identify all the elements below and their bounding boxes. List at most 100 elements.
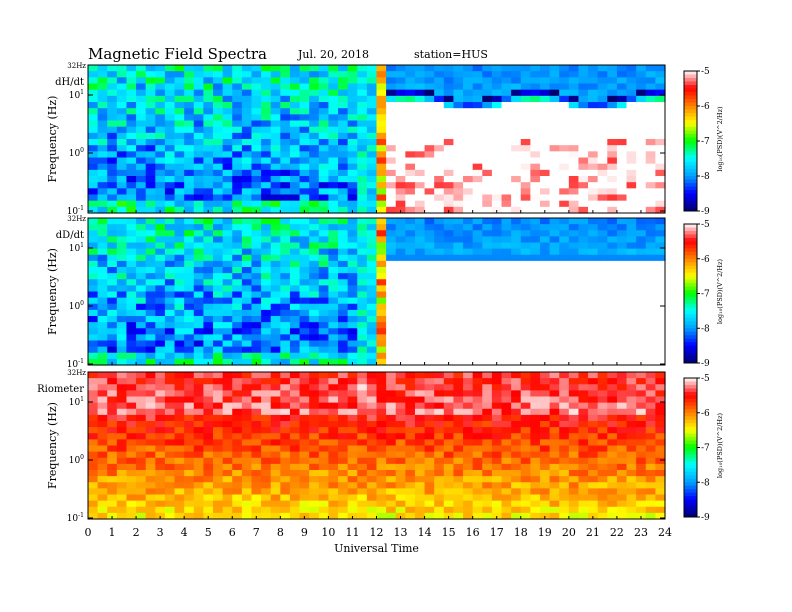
psd-cell — [347, 445, 358, 453]
psd-cell — [376, 230, 387, 237]
psd-cell — [530, 421, 541, 428]
psd-cell — [607, 182, 618, 189]
psd-cell — [443, 500, 455, 508]
psd-cell — [116, 396, 128, 404]
psd-cell — [568, 439, 580, 447]
psd-cell — [559, 114, 570, 122]
psd-cell — [280, 372, 291, 379]
psd-cell — [443, 279, 455, 286]
psd-cell — [626, 482, 637, 489]
psd-cell — [328, 218, 339, 225]
psd-cell — [405, 157, 416, 165]
psd-cell — [549, 188, 560, 196]
psd-cell — [174, 151, 185, 159]
psd-cell — [241, 334, 253, 342]
psd-cell — [607, 224, 618, 231]
psd-cell — [97, 494, 108, 502]
psd-cell — [164, 139, 176, 146]
psd-cell — [549, 506, 560, 514]
psd-cell — [386, 139, 397, 146]
psd-cell — [97, 303, 108, 311]
psd-cell — [568, 65, 580, 72]
psd-cell — [511, 414, 522, 422]
psd-cell — [328, 151, 339, 159]
psd-cell — [328, 65, 339, 72]
psd-cell — [491, 260, 503, 268]
psd-cell — [270, 384, 281, 391]
psd-cell — [213, 139, 224, 146]
psd-cell — [482, 273, 493, 280]
psd-cell — [588, 378, 599, 385]
psd-cell — [511, 260, 522, 268]
psd-cell — [568, 378, 580, 385]
psd-cell — [386, 163, 397, 171]
psd-cell — [414, 482, 426, 489]
psd-cell — [414, 77, 426, 85]
psd-cell — [289, 108, 301, 115]
psd-cell — [491, 254, 503, 262]
psd-cell — [328, 384, 339, 391]
psd-cell — [270, 402, 281, 410]
psd-cell — [588, 451, 599, 459]
psd-cell — [472, 316, 483, 323]
psd-cell — [213, 102, 224, 109]
psd-cell — [251, 230, 262, 237]
psd-cell — [126, 279, 137, 286]
psd-cell — [395, 194, 406, 202]
psd-cell — [97, 65, 108, 72]
psd-cell — [309, 194, 320, 202]
psd-cell — [222, 482, 233, 489]
psd-cell — [395, 145, 406, 152]
psd-cell — [309, 470, 320, 477]
psd-cell — [155, 414, 166, 422]
psd-cell — [491, 445, 503, 453]
psd-cell — [338, 89, 349, 97]
psd-cell — [386, 512, 397, 520]
psd-cell — [155, 95, 166, 103]
psd-cell — [366, 218, 378, 225]
psd-cell — [491, 151, 503, 159]
psd-cell — [174, 200, 185, 208]
psd-cell — [501, 151, 512, 159]
psd-cell — [482, 445, 493, 453]
psd-cell — [164, 194, 176, 202]
psd-cell — [549, 132, 560, 140]
psd-cell — [251, 102, 262, 109]
psd-cell — [616, 108, 628, 115]
psd-cell — [318, 224, 330, 231]
psd-cell — [145, 279, 156, 286]
psd-cell — [184, 402, 195, 410]
psd-cell — [636, 108, 647, 115]
psd-cell — [366, 145, 378, 152]
psd-cell — [357, 260, 368, 268]
psd-cell — [636, 169, 647, 177]
psd-cell — [376, 500, 387, 508]
psd-cell — [338, 114, 349, 122]
psd-cell — [357, 457, 368, 465]
psd-cell — [164, 95, 176, 103]
psd-cell — [472, 83, 483, 91]
psd-cell — [655, 408, 666, 416]
psd-cell — [251, 194, 262, 202]
psd-cell — [424, 242, 435, 250]
psd-cell — [213, 309, 224, 317]
psd-cell — [232, 267, 243, 274]
psd-cell — [559, 402, 570, 410]
psd-cell — [511, 378, 522, 385]
psd-cell — [376, 126, 387, 134]
psd-cell — [184, 273, 195, 280]
psd-cell — [88, 421, 99, 428]
psd-cell — [463, 188, 474, 196]
psd-cell — [443, 230, 455, 237]
psd-cell — [251, 463, 262, 471]
psd-cell — [338, 512, 349, 520]
psd-cell — [539, 182, 551, 189]
psd-cell — [616, 408, 628, 416]
psd-cell — [607, 120, 618, 128]
psd-cell — [155, 145, 166, 152]
psd-cell — [357, 303, 368, 311]
psd-cell — [588, 488, 599, 496]
psd-cell — [626, 273, 637, 280]
psd-cell — [443, 285, 455, 293]
psd-cell — [97, 384, 108, 391]
